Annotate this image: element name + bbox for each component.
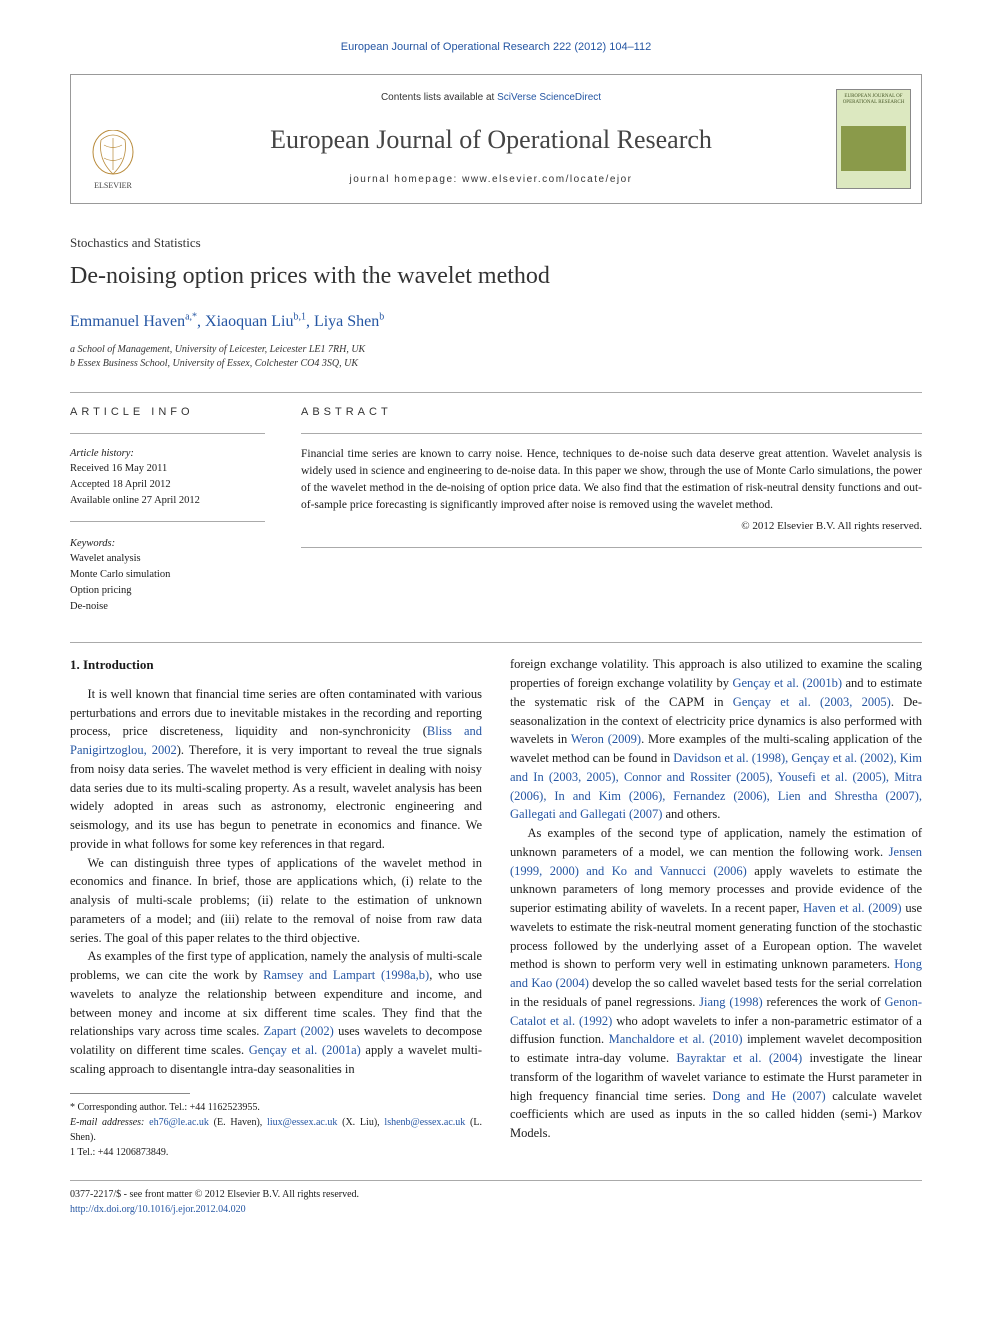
citation-link[interactable]: Haven et al. (2009) [803, 901, 901, 915]
abstract-text: Financial time series are known to carry… [301, 446, 922, 515]
author-2-sup: b,1 [293, 311, 306, 322]
email-who: (E. Haven), [209, 1117, 267, 1128]
received-date: Received 16 May 2011 [70, 461, 265, 477]
article-info-row: ARTICLE INFO Article history: Received 1… [70, 405, 922, 615]
keywords-block: Keywords: Wavelet analysis Monte Carlo s… [70, 536, 265, 615]
abstract-block: ABSTRACT Financial time series are known… [301, 405, 922, 615]
paragraph: foreign exchange volatility. This approa… [510, 655, 922, 824]
article-info-left: ARTICLE INFO Article history: Received 1… [70, 405, 265, 615]
doi-link[interactable]: http://dx.doi.org/10.1016/j.ejor.2012.04… [70, 1204, 246, 1215]
homepage-url: www.elsevier.com/locate/ejor [462, 174, 632, 185]
divider [70, 642, 922, 643]
text-run: and others. [662, 807, 720, 821]
journal-homepage-line: journal homepage: www.elsevier.com/locat… [160, 173, 822, 188]
author-3-sup: b [379, 311, 384, 322]
cover-text: EUROPEAN JOURNAL OF OPERATIONAL RESEARCH [841, 94, 906, 106]
publisher-logo-cell: ELSEVIER [71, 75, 156, 203]
journal-cover-cell: EUROPEAN JOURNAL OF OPERATIONAL RESEARCH [826, 75, 921, 203]
divider [301, 433, 922, 434]
article-info-heading: ARTICLE INFO [70, 405, 265, 421]
keyword: Monte Carlo simulation [70, 567, 265, 583]
author-email-link[interactable]: eh76@le.ac.uk [149, 1117, 209, 1128]
paragraph: As examples of the second type of applic… [510, 824, 922, 1143]
citation-link[interactable]: Gençay et al. (2001a) [249, 1043, 361, 1057]
author-2: Xiaoquan Liu [205, 313, 293, 330]
divider [70, 433, 265, 434]
keyword: De-noise [70, 599, 265, 615]
citation-link[interactable]: Gençay et al. (2001b) [732, 676, 842, 690]
footnote-separator [70, 1093, 190, 1094]
running-head: European Journal of Operational Research… [70, 40, 922, 56]
paragraph: As examples of the first type of applica… [70, 947, 482, 1078]
journal-banner: ELSEVIER Contents lists available at Sci… [70, 74, 922, 204]
accepted-date: Accepted 18 April 2012 [70, 477, 265, 493]
svg-text:ELSEVIER: ELSEVIER [94, 181, 132, 190]
section-heading: 1. Introduction [70, 655, 482, 675]
homepage-prefix: journal homepage: [349, 174, 462, 185]
email-who: (X. Liu), [337, 1117, 384, 1128]
author-email-link[interactable]: lshenb@essex.ac.uk [384, 1117, 465, 1128]
author-tel-note: 1 Tel.: +44 1206873849. [70, 1145, 482, 1160]
author-list: Emmanuel Havena,*, Xiaoquan Liub,1, Liya… [70, 310, 922, 333]
text-run: As examples of the second type of applic… [510, 826, 922, 859]
keyword: Wavelet analysis [70, 551, 265, 567]
contents-list-line: Contents lists available at SciVerse Sci… [160, 91, 822, 106]
abstract-heading: ABSTRACT [301, 405, 922, 421]
divider [70, 392, 922, 393]
affiliation-b: b Essex Business School, University of E… [70, 357, 922, 372]
citation-link[interactable]: Zapart (2002) [264, 1024, 334, 1038]
divider [70, 521, 265, 522]
contents-prefix: Contents lists available at [381, 92, 497, 103]
banner-center: Contents lists available at SciVerse Sci… [156, 75, 826, 203]
affiliation-a: a School of Management, University of Le… [70, 343, 922, 358]
citation-link[interactable]: Dong and He (2007) [712, 1089, 825, 1103]
citation-link[interactable]: Jiang (1998) [699, 995, 763, 1009]
page-footer: 0377-2217/$ - see front matter © 2012 El… [70, 1180, 922, 1217]
journal-cover-thumbnail: EUROPEAN JOURNAL OF OPERATIONAL RESEARCH [836, 89, 911, 189]
paragraph: It is well known that financial time ser… [70, 685, 482, 854]
keywords-label: Keywords: [70, 536, 265, 552]
divider [301, 547, 922, 548]
citation-link[interactable]: Weron (2009) [571, 732, 641, 746]
text-run: ). Therefore, it is very important to re… [70, 743, 482, 851]
affiliations: a School of Management, University of Le… [70, 343, 922, 372]
email-label: E-mail addresses: [70, 1117, 149, 1128]
citation-link[interactable]: Bayraktar et al. (2004) [676, 1051, 802, 1065]
author-1-sup: a,* [185, 311, 197, 322]
sciencedirect-link[interactable]: SciVerse ScienceDirect [497, 92, 601, 103]
footnotes: * Corresponding author. Tel.: +44 116252… [70, 1100, 482, 1160]
article-section-label: Stochastics and Statistics [70, 234, 922, 253]
corresponding-author-note: * Corresponding author. Tel.: +44 116252… [70, 1100, 482, 1115]
email-line: E-mail addresses: eh76@le.ac.uk (E. Have… [70, 1115, 482, 1145]
author-email-link[interactable]: liux@essex.ac.uk [267, 1117, 337, 1128]
front-matter-line: 0377-2217/$ - see front matter © 2012 El… [70, 1187, 922, 1202]
author-1: Emmanuel Haven [70, 313, 185, 330]
elsevier-logo-icon: ELSEVIER [86, 130, 141, 195]
journal-title: European Journal of Operational Research [160, 121, 822, 159]
citation-link[interactable]: Ramsey and Lampart (1998a,b) [263, 968, 429, 982]
online-date: Available online 27 April 2012 [70, 493, 265, 509]
body-columns: 1. Introduction It is well known that fi… [70, 655, 922, 1159]
citation-link[interactable]: Manchaldore et al. (2010) [609, 1032, 743, 1046]
citation-link[interactable]: Gençay et al. (2003, 2005) [733, 695, 891, 709]
abstract-copyright: © 2012 Elsevier B.V. All rights reserved… [301, 519, 922, 535]
author-3: Liya Shen [314, 313, 379, 330]
paragraph: We can distinguish three types of applic… [70, 854, 482, 948]
text-run: It is well known that financial time ser… [70, 687, 482, 739]
text-run: references the work of [763, 995, 885, 1009]
cover-art [841, 126, 906, 171]
article-history: Article history: Received 16 May 2011 Ac… [70, 446, 265, 509]
keyword: Option pricing [70, 583, 265, 599]
article-title: De-noising option prices with the wavele… [70, 259, 922, 294]
history-label: Article history: [70, 446, 265, 462]
